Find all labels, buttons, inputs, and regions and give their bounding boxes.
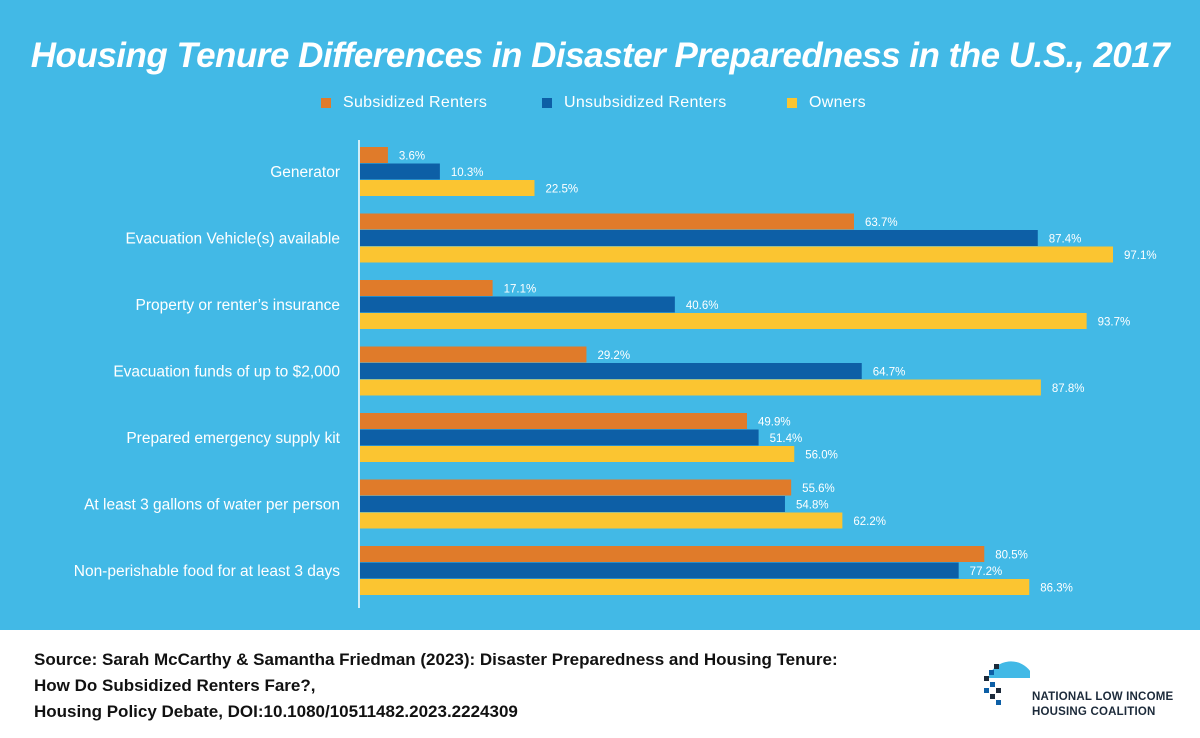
footer: Source: Sarah McCarthy & Samantha Friedm… — [0, 630, 1200, 738]
category-label: Evacuation funds of up to $2,000 — [113, 364, 340, 381]
chart-panel: Housing Tenure Differences in Disaster P… — [0, 0, 1200, 630]
data-label: 51.4% — [770, 433, 803, 445]
legend-swatch-unsubsidized — [542, 98, 552, 108]
bar — [360, 346, 587, 363]
bar — [360, 562, 959, 579]
nlihc-logo: NATIONAL LOW INCOME HOUSING COALITION — [980, 648, 1180, 728]
data-label: 3.6% — [399, 151, 425, 163]
data-label: 63.7% — [865, 217, 898, 229]
category-label: Prepared emergency supply kit — [126, 430, 340, 447]
legend-label-subsidized: Subsidized Renters — [343, 94, 488, 111]
category-label: Evacuation Vehicle(s) available — [125, 231, 340, 248]
data-label: 29.2% — [597, 350, 630, 362]
category-label: Property or renter’s insurance — [136, 297, 340, 314]
bar — [360, 429, 759, 446]
data-label: 17.1% — [504, 284, 537, 296]
data-label: 56.0% — [805, 450, 838, 462]
legend: Subsidized Renters Unsubsidized Renters … — [0, 94, 1200, 114]
data-label: 49.9% — [758, 417, 791, 429]
bar — [360, 446, 795, 462]
bar-chart-plot: Generator 3.6% 10.3% 22.5% Evacuation Vehicl… — [74, 140, 1157, 608]
bar — [360, 379, 1041, 396]
data-label: 86.3% — [1040, 583, 1073, 595]
logo-text-line-2: HOUSING COALITION — [1032, 706, 1156, 718]
legend-label-unsubsidized: Unsubsidized Renters — [564, 94, 727, 111]
bar — [360, 230, 1038, 246]
bar — [360, 546, 985, 562]
bar — [360, 313, 1087, 329]
data-label: 55.6% — [802, 483, 835, 495]
bar — [360, 579, 1030, 595]
bar — [360, 147, 388, 163]
source-line-3: Housing Policy Debate, DOI:10.1080/10511… — [34, 702, 518, 721]
legend-swatch-owners — [787, 98, 797, 108]
data-label: 97.1% — [1124, 250, 1157, 262]
data-label: 87.8% — [1052, 383, 1085, 395]
category-label: At least 3 gallons of water per person — [84, 497, 340, 514]
data-label: 93.7% — [1098, 317, 1131, 329]
data-label: 40.6% — [686, 300, 719, 312]
logo-text-line-1: NATIONAL LOW INCOME — [1032, 691, 1174, 703]
data-label: 62.2% — [853, 516, 886, 528]
bar — [360, 496, 785, 512]
bar — [360, 180, 535, 196]
data-label: 77.2% — [970, 566, 1003, 578]
source-line-1: Source: Sarah McCarthy & Samantha Friedm… — [34, 650, 838, 669]
data-label: 87.4% — [1049, 234, 1082, 246]
bar — [360, 213, 854, 230]
data-label: 22.5% — [545, 184, 578, 196]
legend-label-owners: Owners — [809, 94, 866, 111]
house-logo-icon — [984, 661, 1030, 705]
chart-title: Housing Tenure Differences in Disaster P… — [30, 36, 1170, 75]
bar — [360, 363, 862, 379]
category-label: Non-perishable food for at least 3 days — [74, 563, 340, 580]
data-label: 54.8% — [796, 500, 829, 512]
bar — [360, 280, 493, 296]
bar — [360, 413, 747, 429]
source-line-2: How Do Subsidized Renters Fare?, — [34, 676, 316, 695]
bar — [360, 512, 843, 529]
legend-swatch-subsidized — [321, 98, 331, 108]
bar — [360, 479, 792, 496]
data-label: 64.7% — [873, 367, 906, 379]
data-label: 80.5% — [995, 550, 1028, 562]
bar — [360, 296, 675, 313]
data-label: 10.3% — [451, 167, 484, 179]
bar — [360, 246, 1113, 263]
bar — [360, 163, 440, 180]
category-label: Generator — [270, 164, 340, 181]
